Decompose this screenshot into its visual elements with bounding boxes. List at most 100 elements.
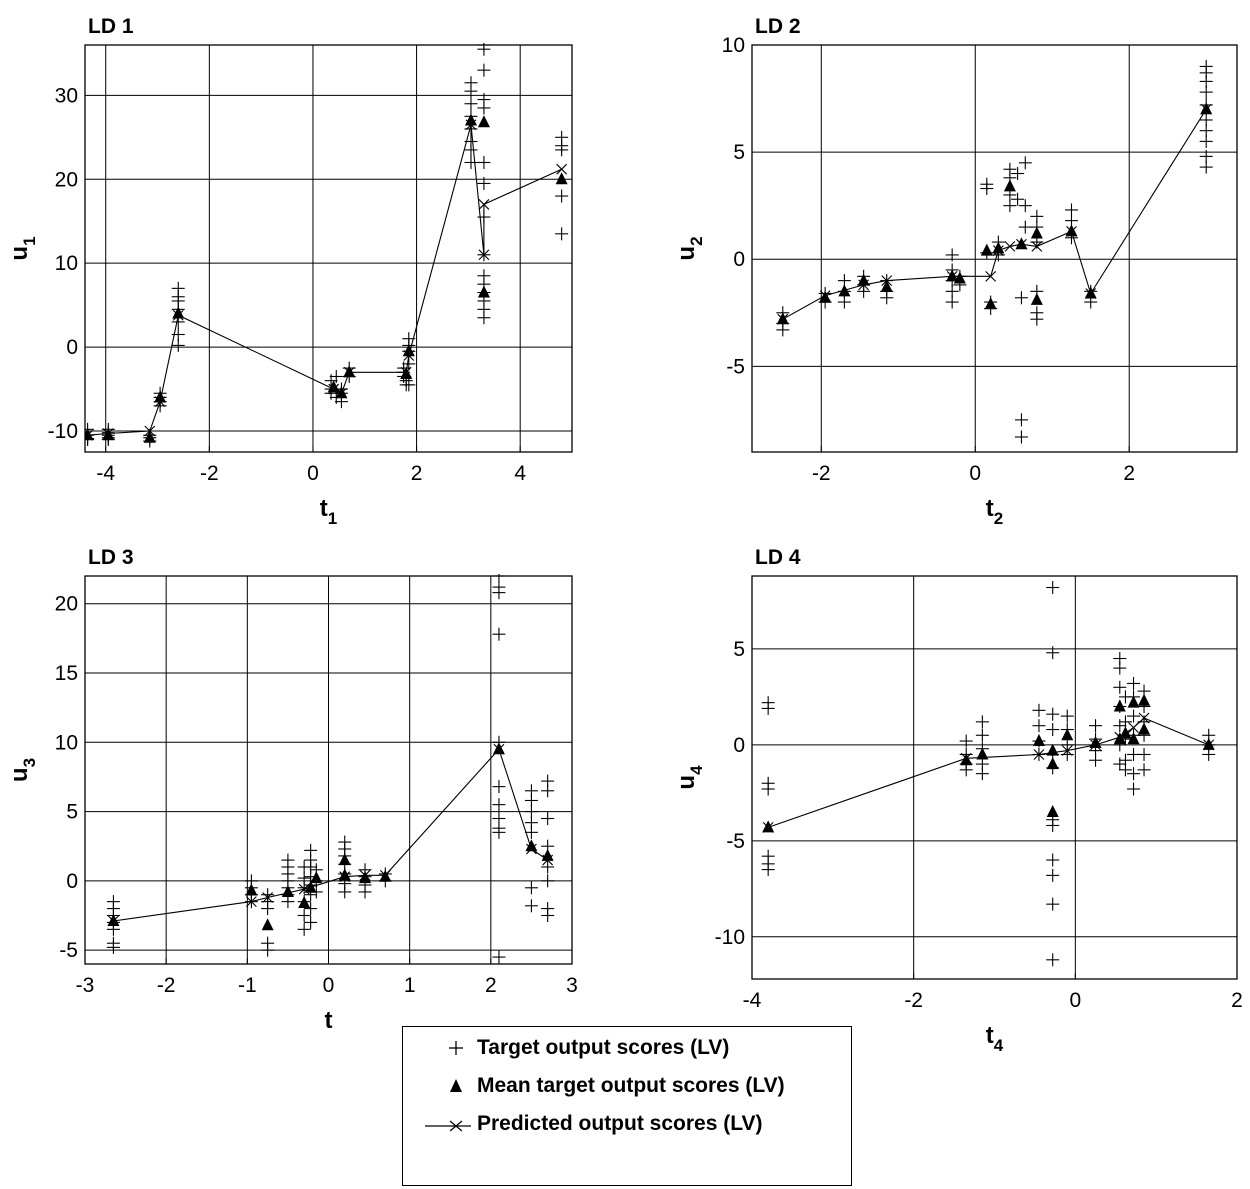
target-point [541,860,555,874]
target-point [1046,853,1060,867]
y-axis-label: u4 [673,765,706,790]
x-axis-label-sub: 1 [328,509,337,528]
legend-item-mean: Mean target output scores (LV) [403,1071,851,1101]
target-point [1046,953,1060,967]
predicted-point [478,199,490,210]
target-point [959,734,973,748]
y-tick-label: -5 [726,830,745,853]
target-point [975,715,989,729]
target-point [1199,134,1213,148]
x-tick-label: -1 [238,974,257,997]
target-point [980,182,994,196]
mean-point [1202,737,1215,750]
target-point [477,210,491,224]
target-point [477,155,491,169]
mean-point [379,869,392,882]
target-point [524,805,538,819]
x-tick-label: 0 [323,974,335,997]
mean-point [762,820,775,833]
mean-point [261,918,274,931]
legend-item-target: Target output scores (LV) [403,1033,851,1063]
mean-point [172,306,185,319]
mean-point [1065,224,1078,237]
x-tick-label: -2 [157,974,176,997]
target-point [477,101,491,115]
panel-title: LD 3 [88,546,134,569]
mean-point [1046,805,1059,818]
mean-point [1030,292,1043,305]
y-axis-label: u2 [673,236,706,260]
mean-point [1113,699,1126,712]
target-point [959,763,973,777]
target-point [945,248,959,262]
mean-point [154,390,167,403]
y-axis-label-sub: 3 [20,758,39,767]
mean-point [880,280,893,293]
legend-label-predicted: Predicted output scores (LV) [477,1112,763,1135]
mean-point [776,312,789,325]
mean-point [1046,757,1059,770]
predicted-line [87,124,562,436]
data-layer [761,581,1216,967]
mean-point [1138,722,1151,735]
target-point [1127,767,1141,781]
target-point [1113,757,1127,771]
y-tick-label: -10 [715,926,745,949]
line-cross-marker-icon [425,1120,471,1132]
mean-point [1046,743,1059,756]
plus-marker-icon [449,1041,463,1055]
y-tick-label: -5 [726,355,745,378]
target-point [541,874,555,888]
target-point [106,940,120,954]
predicted-point [1128,722,1139,733]
x-axis-label: t [325,1007,333,1034]
target-point [1137,747,1151,761]
target-point [1046,868,1060,882]
target-point [555,227,569,241]
mean-point [555,172,568,185]
mean-point [819,290,832,303]
predicted-point [556,163,568,175]
target-point [541,784,555,798]
target-point [1018,199,1032,213]
target-point [477,248,491,262]
target-point [524,793,538,807]
y-axis-label-main: u [673,246,700,261]
panel-title: LD 4 [755,546,801,569]
x-tick-label: 3 [566,974,578,997]
x-tick-label: 2 [411,462,423,485]
target-point [477,311,491,325]
mean-point [298,896,311,909]
mean-point [1127,732,1140,745]
y-axis-label-sub: 4 [687,765,706,775]
plot-frame [84,44,573,453]
y-tick-label: 0 [66,336,78,359]
target-point [1030,312,1044,326]
plot-frame [751,44,1238,453]
y-tick-label: 5 [733,638,745,661]
predicted-point [1004,240,1016,252]
data-layer [106,574,555,964]
target-point [492,586,506,600]
mean-point [1032,734,1045,747]
target-point [402,357,416,371]
mean-point [1200,102,1213,115]
target-point [1046,818,1060,832]
target-point [1046,707,1060,721]
target-point [1137,763,1151,777]
x-axis-label-main: t [320,495,328,522]
y-tick-label: 10 [722,34,745,57]
target-point [975,767,989,781]
target-point [1046,581,1060,595]
mean-point [492,742,505,755]
x-tick-label: -2 [904,989,923,1012]
target-point [1046,646,1060,660]
y-tick-label: -5 [59,939,78,962]
mean-point [992,241,1005,254]
target-point [304,902,318,916]
x-tick-label: 1 [404,974,416,997]
x-tick-label: 0 [1069,989,1081,1012]
target-point [1032,719,1046,733]
